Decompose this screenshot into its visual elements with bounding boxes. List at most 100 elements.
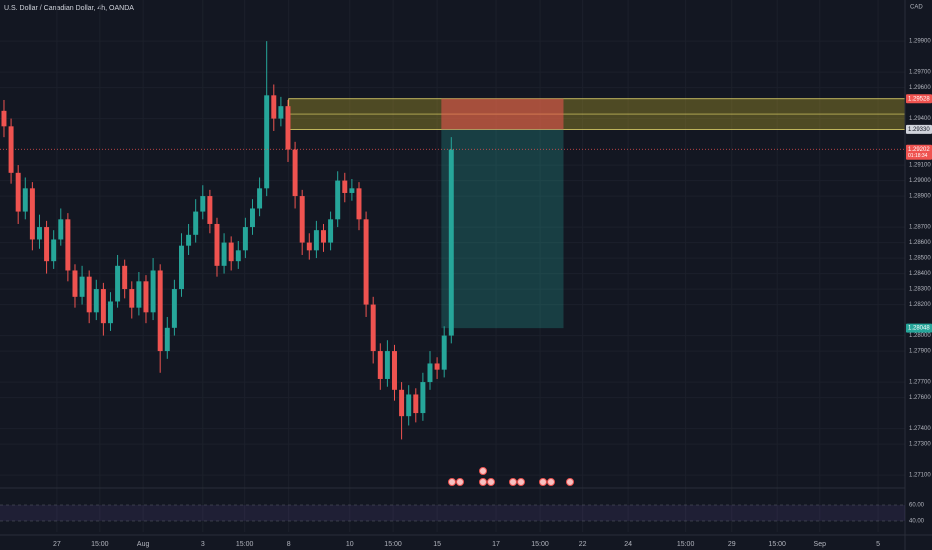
y-tick-label: 1.28500: [909, 256, 931, 262]
x-tick-label: 29: [728, 541, 736, 548]
candle-body: [207, 196, 213, 224]
candle-body: [349, 188, 355, 193]
x-tick-label: 15:00: [677, 541, 695, 548]
target-zone: [441, 129, 564, 329]
candle-body: [413, 394, 419, 414]
y-tick-label: 1.29000: [909, 178, 931, 184]
x-tick-label: 15:00: [531, 541, 549, 548]
candle-body: [434, 363, 440, 370]
candle-body: [264, 95, 270, 189]
candle-body: [1, 110, 7, 127]
candle-body: [200, 196, 206, 212]
candle-body: [384, 351, 390, 379]
price-label: 1.29528: [908, 96, 930, 102]
candle-body: [214, 223, 220, 266]
price-label: 1.28048: [908, 326, 930, 332]
x-tick-label: 24: [624, 541, 632, 548]
y-tick-label: 1.29400: [909, 116, 931, 122]
candle-body: [129, 289, 135, 308]
candle-body: [115, 265, 121, 302]
candle-body: [22, 188, 28, 212]
rsi-tick-label: 40.00: [909, 519, 925, 525]
y-tick-label: 1.29900: [909, 39, 931, 45]
candle-body: [328, 219, 334, 243]
candle-body: [427, 363, 433, 383]
price-label-box: [906, 144, 932, 160]
candle-body: [143, 281, 149, 313]
x-tick-label: 10: [346, 541, 354, 548]
candle-body: [157, 270, 163, 352]
x-tick-label: 27: [53, 541, 61, 548]
y-tick-label: 1.27400: [909, 426, 931, 432]
y-tick-label: 1.27700: [909, 380, 931, 386]
candle-body: [44, 227, 50, 262]
candle-body: [86, 276, 92, 313]
y-tick-label: 1.28200: [909, 302, 931, 308]
candle-body: [235, 250, 241, 262]
y-tick-label: 1.28000: [909, 333, 931, 339]
price-label: 1.29202: [908, 147, 930, 153]
y-tick-label: 1.28900: [909, 194, 931, 200]
rsi-band: [0, 505, 905, 521]
y-tick-label: 1.29600: [909, 85, 931, 91]
y-tick-label: 1.28600: [909, 240, 931, 246]
x-tick-label: 17: [492, 541, 500, 548]
candle-body: [441, 335, 447, 370]
candle-body: [193, 211, 199, 235]
candle-body: [342, 180, 348, 193]
candle-body: [370, 304, 376, 352]
candle-body: [107, 301, 113, 324]
candle-body: [171, 289, 177, 328]
candle-body: [150, 270, 156, 313]
candle-body: [406, 394, 412, 417]
candle-body: [399, 389, 405, 417]
candle-body: [448, 149, 454, 336]
y-tick-label: 1.27300: [909, 442, 931, 448]
candle-body: [221, 242, 227, 266]
y-tick-label: 1.28700: [909, 225, 931, 231]
candle-body: [306, 242, 312, 251]
y-tick-label: 1.28300: [909, 287, 931, 293]
candle-body: [356, 188, 362, 220]
y-tick-label: 1.27100: [909, 473, 931, 479]
candle-body: [299, 196, 305, 243]
candle-body: [8, 126, 14, 173]
y-tick-label: 1.28400: [909, 271, 931, 277]
candle-body: [29, 188, 35, 240]
plot: [0, 41, 906, 440]
candle-body: [377, 351, 383, 379]
axis-currency: CAD: [910, 5, 923, 11]
x-tick-label: 15:00: [768, 541, 786, 548]
candle-body: [285, 106, 291, 150]
x-tick-label: 15:00: [236, 541, 254, 548]
candle-body: [72, 270, 78, 297]
x-tick-label: 22: [579, 541, 587, 548]
candle-body: [122, 265, 128, 290]
candle-body: [278, 106, 284, 119]
x-tick-label: 8: [287, 541, 291, 548]
x-tick-label: Aug: [137, 541, 150, 548]
y-tick-label: 1.29700: [909, 70, 931, 76]
price-label: 1.29330: [908, 127, 930, 133]
candle-body: [228, 242, 234, 262]
price-label-box: [906, 124, 932, 134]
chart-title: U.S. Dollar / Canadian Dollar, 4h, OANDA: [4, 5, 134, 12]
y-tick-label: 1.29100: [909, 163, 931, 169]
candle-body: [186, 234, 192, 246]
event-icons: [448, 467, 574, 486]
y-tick-label: 1.27900: [909, 349, 931, 355]
candle-body: [292, 149, 298, 197]
candle-body: [93, 289, 99, 313]
x-tick-label: 15:00: [384, 541, 402, 548]
x-tick-label: 15:00: [91, 541, 109, 548]
candle-body: [242, 227, 248, 251]
candle-body: [100, 289, 106, 324]
price-label-box: [906, 94, 932, 104]
x-tick-label: 3: [201, 541, 205, 548]
candle-body: [136, 281, 142, 308]
candle-body: [51, 239, 57, 262]
y-tick-label: 1.27600: [909, 395, 931, 401]
candle-body: [392, 351, 397, 390]
candle-body: [271, 95, 277, 119]
